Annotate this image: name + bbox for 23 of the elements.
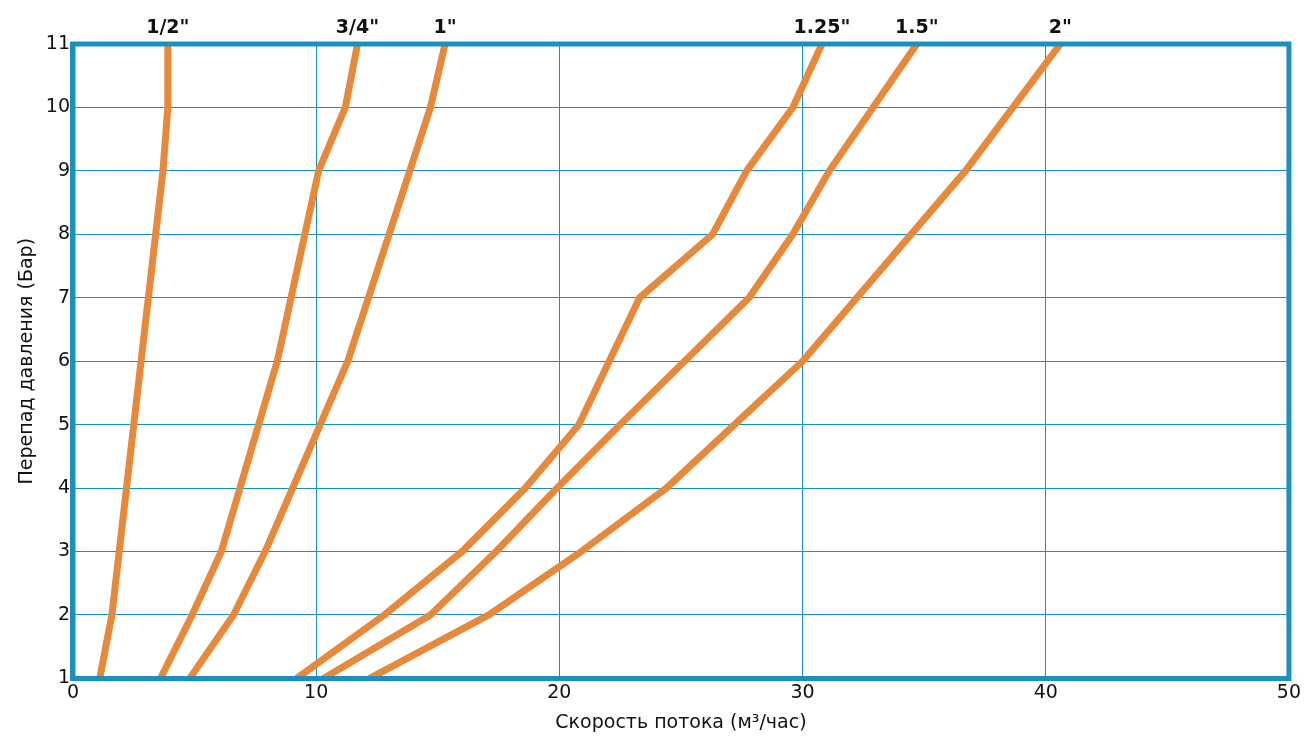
x-tick-label: 10 xyxy=(304,679,329,702)
x-tick-label: 50 xyxy=(1276,679,1302,702)
y-tick-label: 9 xyxy=(57,157,70,180)
series-label: 2" xyxy=(1048,15,1072,38)
x-tick-label: 20 xyxy=(547,679,572,702)
y-tick-label: 4 xyxy=(57,475,70,498)
series-label: 1.25" xyxy=(793,15,851,38)
y-tick-label: 2 xyxy=(57,601,70,624)
y-tick-label: 7 xyxy=(57,284,70,307)
y-tick-label: 3 xyxy=(57,538,70,561)
series-label: 1/2" xyxy=(146,15,190,38)
series-label: 1.5" xyxy=(895,15,939,38)
x-tick-label: 40 xyxy=(1033,679,1058,702)
y-tick-label: 5 xyxy=(57,411,70,434)
y-tick-label: 10 xyxy=(45,94,70,117)
series-label: 3/4" xyxy=(335,15,380,38)
y-tick-label: 6 xyxy=(57,348,70,371)
y-tick-label: 8 xyxy=(57,221,70,244)
x-tick-label: 30 xyxy=(790,679,815,702)
y-axis-title: Перепад давления (Бар) xyxy=(14,237,37,485)
series-label: 1" xyxy=(433,15,457,38)
x-axis-title: Скорость потока (м³/час) xyxy=(555,709,807,732)
y-tick-label: 11 xyxy=(45,30,70,53)
